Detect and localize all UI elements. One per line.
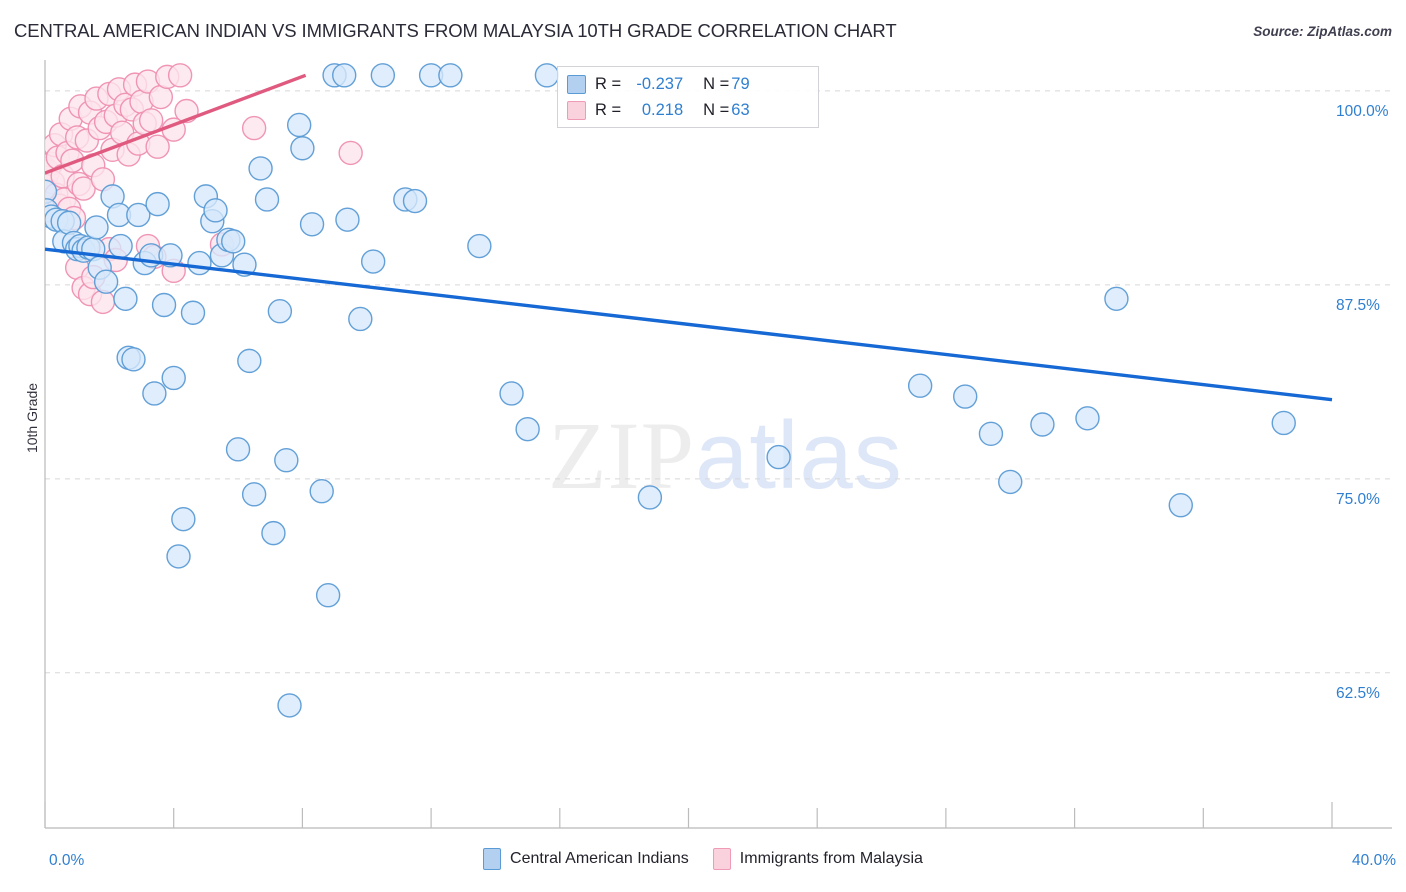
stats-row-blue: R = -0.237 N = 79 [567, 71, 750, 97]
chart-legend: Central American Indians Immigrants from… [0, 848, 1406, 870]
legend-item-immigrants-from-malaysia[interactable]: Immigrants from Malaysia [712, 848, 923, 870]
n-value-blue: 79 [731, 74, 750, 93]
n-value-pink: 63 [731, 100, 750, 119]
correlation-stats-box: R = -0.237 N = 79 R = 0.218 N = 63 [557, 66, 819, 128]
x-tick-label: 40.0% [1352, 852, 1396, 869]
y-tick-label: 62.5% [1336, 684, 1380, 702]
r-value-pink: 0.218 [641, 100, 684, 119]
legend-label-pink: Immigrants from Malaysia [739, 850, 923, 867]
legend-label-blue: Central American Indians [510, 850, 689, 867]
r-value-blue: -0.237 [636, 74, 684, 93]
stats-row-pink: R = 0.218 N = 63 [567, 97, 750, 123]
r-label-pink: R = [595, 100, 622, 119]
legend-swatch-blue-icon [483, 848, 502, 870]
y-tick-label: 75.0% [1336, 490, 1380, 508]
legend-item-central-american-indians[interactable]: Central American Indians [483, 848, 689, 870]
x-tick-label: 0.0% [49, 852, 85, 869]
page-title: CENTRAL AMERICAN INDIAN VS IMMIGRANTS FR… [14, 20, 897, 41]
source-attribution: Source: ZipAtlas.com [1253, 24, 1392, 39]
n-label-pink: N = [703, 100, 730, 119]
r-label-blue: R = [595, 74, 622, 93]
legend-swatch-pink-icon [712, 848, 731, 870]
n-label-blue: N = [703, 74, 730, 93]
series-swatch-blue-icon [567, 74, 586, 94]
y-tick-label: 87.5% [1336, 296, 1380, 314]
y-tick-label: 100.0% [1336, 102, 1389, 120]
series-swatch-pink-icon [567, 100, 586, 120]
